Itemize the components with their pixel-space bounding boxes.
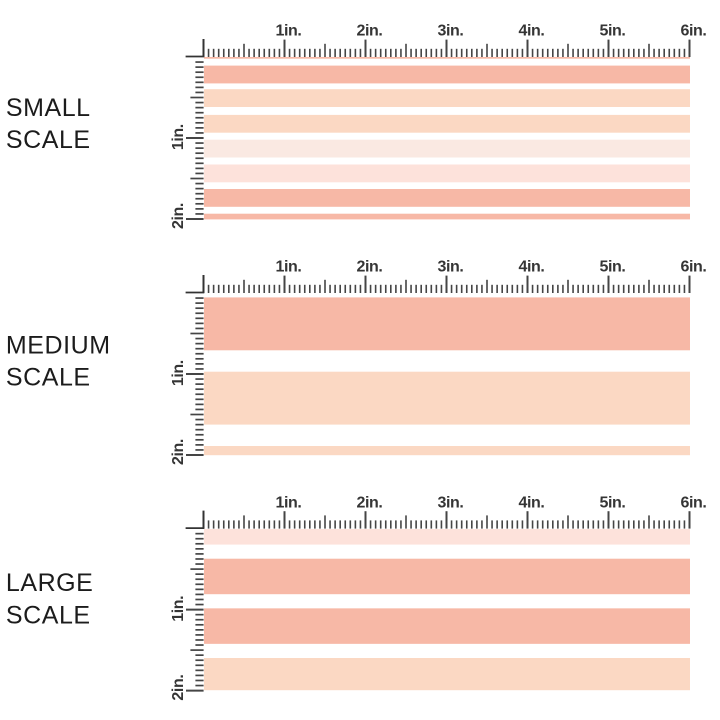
- svg-text:1in.: 1in.: [276, 259, 302, 276]
- svg-text:SCALE: SCALE: [6, 126, 91, 154]
- svg-text:6in.: 6in.: [681, 494, 707, 511]
- svg-text:6in.: 6in.: [681, 259, 707, 276]
- svg-text:SCALE: SCALE: [6, 601, 91, 629]
- svg-text:3in.: 3in.: [438, 23, 464, 40]
- svg-text:2in.: 2in.: [357, 23, 383, 40]
- svg-text:3in.: 3in.: [438, 494, 464, 511]
- svg-text:SMALL: SMALL: [6, 94, 91, 122]
- svg-text:2in.: 2in.: [357, 494, 383, 511]
- svg-text:1in.: 1in.: [170, 360, 187, 386]
- svg-text:1in.: 1in.: [276, 23, 302, 40]
- svg-text:4in.: 4in.: [519, 259, 545, 276]
- svg-text:5in.: 5in.: [600, 23, 626, 40]
- svg-text:4in.: 4in.: [519, 23, 545, 40]
- svg-text:2in.: 2in.: [170, 675, 187, 701]
- svg-text:2in.: 2in.: [170, 203, 187, 229]
- svg-text:1in.: 1in.: [170, 124, 187, 150]
- svg-text:1in.: 1in.: [170, 596, 187, 622]
- svg-text:LARGE: LARGE: [6, 569, 94, 597]
- svg-text:2in.: 2in.: [357, 259, 383, 276]
- svg-text:3in.: 3in.: [438, 259, 464, 276]
- svg-text:5in.: 5in.: [600, 494, 626, 511]
- svg-text:MEDIUM: MEDIUM: [6, 332, 111, 360]
- svg-text:4in.: 4in.: [519, 494, 545, 511]
- svg-text:6in.: 6in.: [681, 23, 707, 40]
- svg-text:1in.: 1in.: [276, 494, 302, 511]
- svg-text:2in.: 2in.: [170, 439, 187, 465]
- svg-text:SCALE: SCALE: [6, 364, 91, 392]
- svg-text:5in.: 5in.: [600, 259, 626, 276]
